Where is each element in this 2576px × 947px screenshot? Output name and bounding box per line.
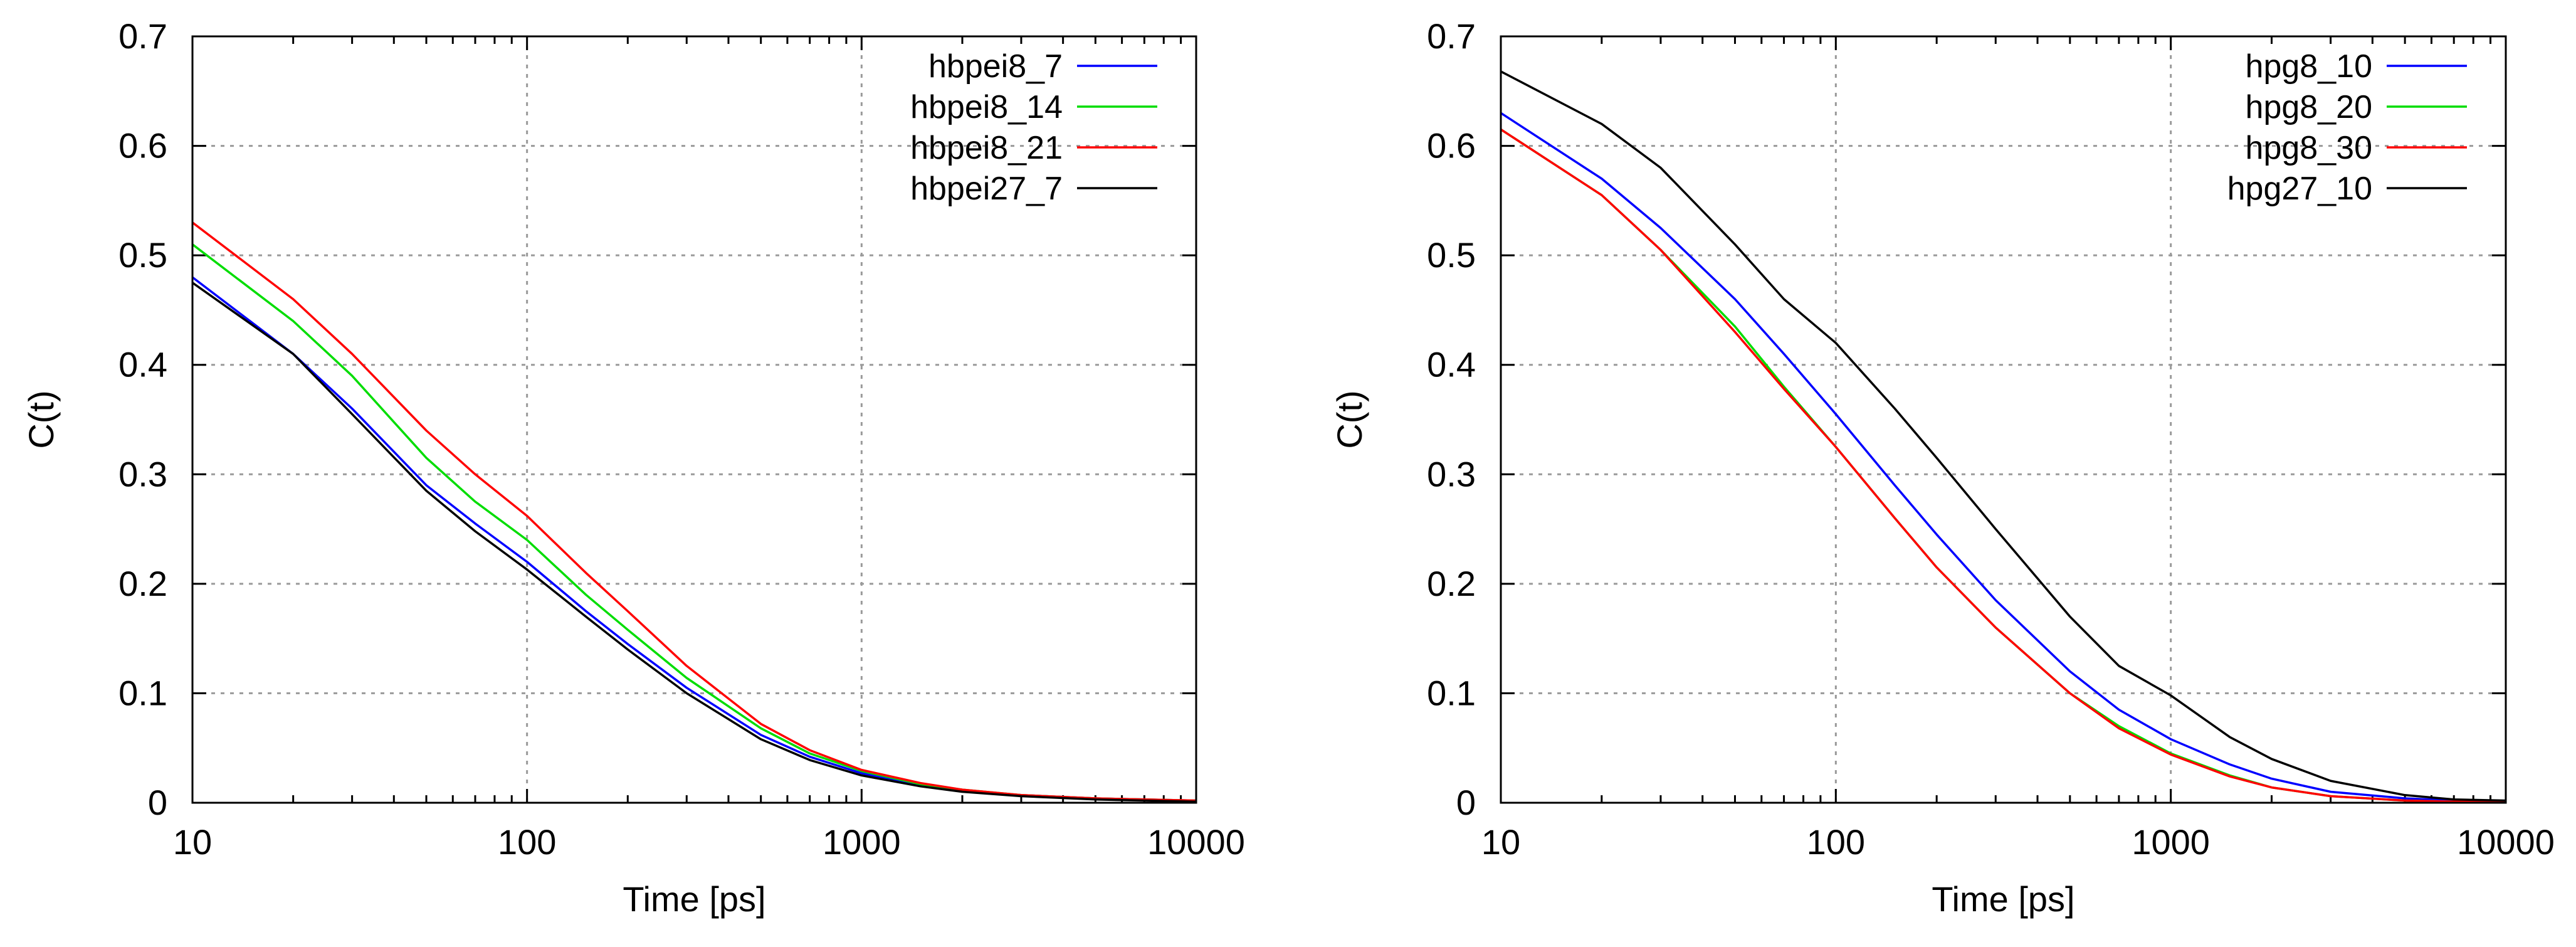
y-tick-label: 0.4 — [118, 345, 167, 384]
x-tick-label: 10000 — [1147, 822, 1245, 862]
legend: hpg8_10 hpg8_20 hpg8_30 hpg27_10 — [2227, 48, 2467, 207]
x-tick-label: 10000 — [2457, 822, 2555, 862]
x-axis-label: Time [ps] — [1932, 879, 2074, 919]
series-line-hbpei27_7 — [191, 282, 1197, 803]
y-tick-label: 0.2 — [118, 564, 167, 603]
grid — [1501, 36, 2506, 803]
x-tick-label: 100 — [1807, 822, 1865, 862]
y-axis-label: C(t) — [21, 390, 61, 448]
x-tick-label: 1000 — [823, 822, 901, 862]
legend-label: hpg8_10 — [2246, 48, 2372, 85]
plot-frame — [1500, 35, 2507, 804]
legend-label: hpg27_10 — [2227, 171, 2372, 207]
series-line-hpg27_10 — [1500, 70, 2506, 802]
y-tick-label: 0.3 — [1427, 454, 1476, 494]
legend-label: hbpei8_14 — [910, 89, 1063, 125]
series-line-hpg8_30 — [1500, 128, 2506, 803]
series-line-hbpei8_14 — [191, 243, 1197, 802]
series-line-hpg8_10 — [1500, 112, 2506, 803]
y-tick-label: 0.5 — [1427, 235, 1476, 275]
series-line-hbpei8_21 — [191, 221, 1197, 802]
x-axis-label: Time [ps] — [623, 879, 765, 919]
x-tick-label: 100 — [498, 822, 556, 862]
x-tick-label: 1000 — [2132, 822, 2210, 862]
plot-frame — [191, 35, 1197, 804]
y-axis-label: C(t) — [1330, 390, 1369, 448]
legend-label: hpg8_20 — [2246, 89, 2372, 125]
y-tick-label: 0.7 — [118, 16, 167, 56]
legend-label: hbpei27_7 — [910, 171, 1063, 207]
y-tick-label: 0.4 — [1427, 345, 1476, 384]
legend-label: hbpei8_21 — [910, 130, 1063, 166]
y-tick-label: 0.6 — [1427, 126, 1476, 166]
x-tick-label: 10 — [173, 822, 212, 862]
y-tick-label: 0 — [148, 783, 167, 822]
series-line-hpg8_20 — [1500, 128, 2506, 803]
legend-label: hpg8_30 — [2246, 130, 2372, 166]
y-tick-label: 0.1 — [1427, 673, 1476, 712]
y-tick-label: 0.6 — [118, 126, 167, 166]
y-tick-label: 0.5 — [118, 235, 167, 275]
y-tick-label: 0.1 — [118, 673, 167, 712]
y-tick-label: 0 — [1456, 783, 1476, 822]
chart-right: 0 0.1 0.2 0.3 0.4 0.5 0.6 0.7 10 100 1000 10000 Time… — [1330, 16, 2555, 919]
y-tick-label: 0.2 — [1427, 564, 1476, 603]
chart-left: 0 0.1 0.2 0.3 0.4 0.5 0.6 0.7 10 100 1000 10000 Time… — [21, 16, 1245, 919]
y-tick-label: 0.7 — [1427, 16, 1476, 56]
series-line-hbpei8_7 — [191, 276, 1197, 802]
y-tick-label: 0.3 — [118, 454, 167, 494]
x-tick-label: 10 — [1481, 822, 1520, 862]
legend: hbpei8_7 hbpei8_14 hbpei8_21 hbpei27_7 — [910, 48, 1157, 207]
legend-label: hbpei8_7 — [928, 48, 1063, 85]
